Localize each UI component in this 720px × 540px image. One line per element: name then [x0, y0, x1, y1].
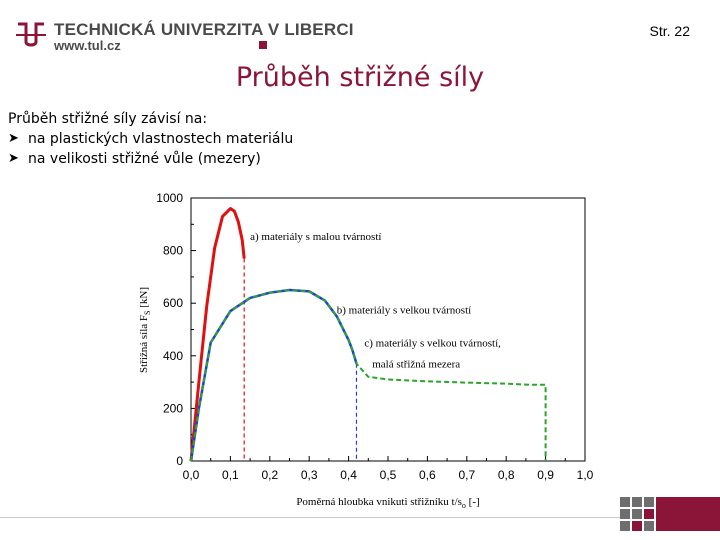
arrow-bullet-icon: ➤	[8, 131, 19, 146]
bullet-text: na plastických vlastnostech materiálu	[28, 131, 294, 147]
y-tick-label: 0	[176, 454, 183, 468]
footer-brand-bar	[656, 497, 720, 531]
bullet-item: ➤ na plastických vlastnostech materiálu	[8, 129, 293, 149]
series-line	[190, 289, 547, 462]
bullet-text: na velikosti střižné vůle (mezery)	[28, 151, 261, 167]
series-annotation: malá střižná mezera	[372, 359, 460, 371]
x-tick-label: 0,1	[222, 468, 239, 482]
x-tick-label: 0,4	[340, 468, 357, 482]
series-line	[189, 207, 246, 462]
x-tick-label: 1,0	[577, 468, 594, 482]
slide-title: Průběh střižné síly	[235, 62, 485, 93]
intro-text: Průběh střižné síly závisí na:	[8, 111, 208, 127]
footer-divider	[0, 517, 620, 518]
arrow-bullet-icon: ➤	[8, 151, 19, 166]
page-number: Str. 22	[649, 23, 690, 39]
x-tick-label: 0,9	[537, 468, 554, 482]
bullet-list: ➤ na plastických vlastnostech materiálu ➤…	[8, 129, 293, 169]
x-tick-label: 0,2	[261, 468, 278, 482]
y-tick-label: 600	[163, 296, 183, 310]
x-tick-label: 0,6	[419, 468, 436, 482]
x-axis-label: Poměrná hloubka vnikuti střižníku t/so […	[296, 496, 479, 510]
x-tick-label: 0,0	[183, 468, 200, 482]
university-name: TECHNICKÁ UNIVERZITA V LIBERCI	[54, 20, 354, 39]
x-tick-label: 0,7	[458, 468, 475, 482]
series-annotation: c) materiály s velkou tvárností,	[364, 338, 501, 350]
x-tick-label: 0,5	[380, 468, 397, 482]
x-tick-label: 0,8	[498, 468, 515, 482]
x-tick-label: 0,3	[301, 468, 318, 482]
slide-header: TECHNICKÁ UNIVERZITA V LIBERCI www.tul.c…	[0, 0, 720, 62]
y-tick-label: 200	[163, 401, 183, 415]
university-website[interactable]: www.tul.cz	[54, 38, 121, 53]
footer-grid-icon	[620, 497, 654, 531]
series-line	[189, 288, 358, 462]
series-annotation: b) materiály s velkou tvárností	[337, 305, 471, 317]
y-tick-label: 1000	[156, 191, 183, 205]
brand-square	[259, 41, 267, 49]
bullet-item: ➤ na velikosti střižné vůle (mezery)	[8, 149, 293, 169]
university-logo-icon	[16, 22, 46, 47]
y-axis-label: Střižná síla FS [kN]	[138, 287, 152, 373]
y-tick-label: 800	[163, 244, 183, 258]
series-annotation: a) materiály s malou tvárností	[250, 231, 381, 243]
y-tick-label: 400	[163, 349, 183, 363]
